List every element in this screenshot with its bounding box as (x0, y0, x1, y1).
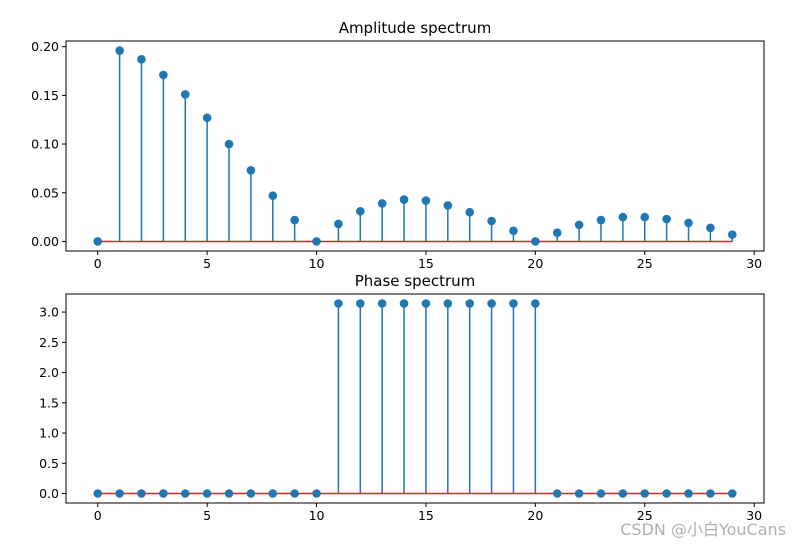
y-tick-label: 1.0 (39, 426, 59, 441)
y-tick-label: 2.0 (39, 365, 59, 380)
stem-marker (509, 226, 518, 236)
y-tick-label: 2.5 (39, 335, 59, 350)
x-tick-label: 5 (203, 256, 211, 271)
stem-marker (377, 299, 387, 308)
stem-marker (180, 90, 190, 99)
stem-marker (465, 299, 475, 308)
stem-marker (596, 215, 606, 225)
stem-marker (574, 489, 584, 498)
y-tick-label: 0.05 (31, 185, 59, 200)
x-tick-label: 30 (746, 256, 762, 271)
stem-marker (399, 299, 409, 308)
stem-marker (706, 223, 715, 233)
stem-marker (290, 489, 299, 498)
stem-marker (312, 237, 321, 246)
stem-marker (246, 166, 256, 175)
x-tick-label: 10 (309, 256, 325, 271)
stem-marker (684, 489, 693, 498)
y-tick-label: 0.15 (31, 88, 59, 103)
amplitude-plot: Amplitude spectrum 0 5 10 15 20 25 30 0.00 0.05 0.… (31, 19, 765, 271)
stem-marker (487, 299, 496, 308)
stem-marker (334, 219, 343, 229)
stem-marker (93, 489, 103, 498)
stem-marker (443, 299, 453, 308)
x-tick-label: 15 (418, 508, 434, 523)
stem-marker (727, 489, 737, 498)
stem-marker (421, 299, 431, 308)
stem-marker (596, 489, 606, 498)
stem-marker (137, 55, 146, 64)
stem-marker (202, 113, 212, 123)
stem-marker (202, 489, 212, 498)
stem-marker (574, 220, 584, 230)
stem-marker (552, 489, 562, 498)
stem-marker (706, 489, 715, 498)
stem-marker (640, 489, 650, 498)
stem-marker (552, 228, 562, 237)
stem-marker (290, 215, 299, 225)
stem-marker (443, 201, 453, 210)
stem-marker (355, 206, 365, 216)
x-tick-label: 30 (746, 508, 762, 523)
stem-marker (662, 214, 671, 224)
stem-marker (115, 46, 124, 55)
stem-marker (93, 237, 103, 246)
y-tick-label: 1.5 (39, 395, 59, 410)
stem-marker (246, 489, 256, 498)
phase-plot: Phase spectrum 0 5 10 15 20 25 30 0.0 0.5 1.0 1.5 2.… (39, 272, 765, 523)
stem-marker (618, 212, 628, 222)
stem-marker (159, 70, 168, 80)
stem-marker (662, 489, 671, 498)
y-tick-label: 0.00 (31, 234, 59, 249)
x-tick-label: 25 (637, 256, 653, 271)
stem-marker (727, 230, 737, 239)
stem-marker (224, 489, 234, 498)
stem-marker (115, 489, 124, 498)
stem-marker (224, 139, 234, 149)
y-tick-label: 0.10 (31, 137, 59, 152)
stem-marker (377, 199, 387, 208)
stem-marker (487, 216, 496, 226)
watermark: CSDN @小白YouCans (620, 520, 786, 539)
x-tick-label: 20 (527, 256, 543, 271)
axes-frame (65, 40, 765, 252)
stem-marker (465, 207, 475, 217)
stem-marker (355, 299, 365, 308)
stem-marker (618, 489, 628, 498)
stem-marker (509, 299, 518, 308)
y-tick-label: 0.20 (31, 39, 59, 54)
y-tick-label: 0.0 (39, 486, 59, 501)
x-tick-label: 0 (94, 256, 102, 271)
stem-marker (180, 489, 190, 498)
axes-frame (65, 293, 765, 504)
stem-marker (684, 218, 693, 228)
stem-marker (334, 299, 343, 308)
stem-marker (268, 489, 278, 498)
chart-title: Amplitude spectrum (339, 19, 492, 37)
stem-marker (640, 212, 650, 222)
stem-marker (137, 489, 146, 498)
x-tick-label: 20 (527, 508, 543, 523)
stem-marker (531, 237, 540, 246)
x-tick-label: 0 (94, 508, 102, 523)
stem-marker (531, 299, 540, 308)
stem-marker (421, 196, 431, 205)
y-tick-label: 3.0 (39, 305, 59, 320)
x-tick-label: 5 (203, 508, 211, 523)
stem-marker (159, 489, 168, 498)
x-tick-label: 25 (637, 508, 653, 523)
y-tick-label: 0.5 (39, 456, 59, 471)
stem-marker (312, 489, 321, 498)
stem-marker (399, 195, 409, 204)
chart-title: Phase spectrum (355, 272, 476, 290)
x-tick-label: 15 (418, 256, 434, 271)
stem-marker (268, 191, 278, 200)
x-tick-label: 10 (309, 508, 325, 523)
